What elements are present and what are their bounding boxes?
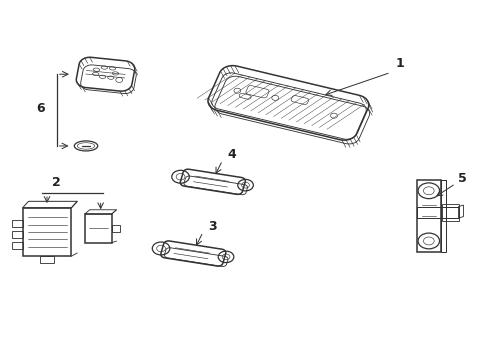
Text: 4: 4	[227, 148, 236, 162]
Text: 2: 2	[52, 176, 61, 189]
Text: 6: 6	[36, 102, 45, 115]
Text: 5: 5	[457, 172, 466, 185]
Text: 1: 1	[395, 57, 404, 70]
Text: 3: 3	[207, 220, 216, 233]
